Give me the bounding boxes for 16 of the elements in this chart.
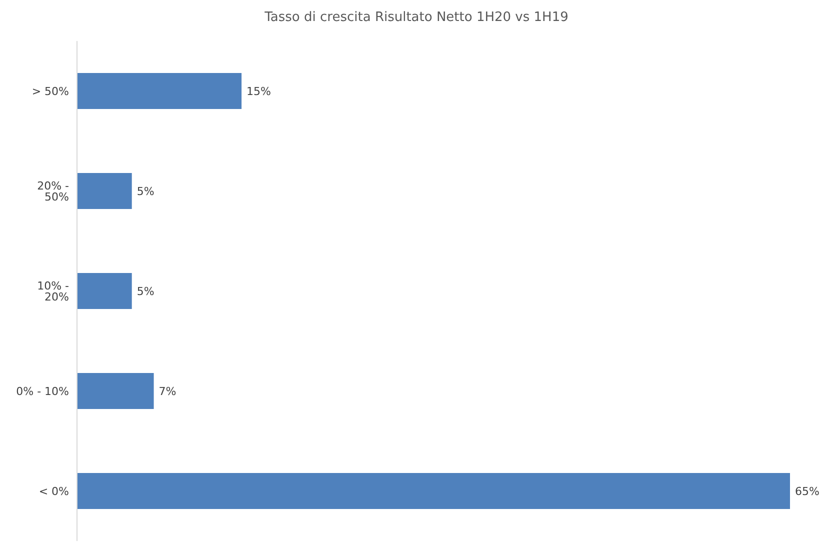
chart-title: Tasso di crescita Risultato Netto 1H20 vs 1H19 — [264, 9, 570, 27]
data-label: 15% — [246, 84, 271, 98]
bar — [77, 273, 132, 309]
y-tick-label: 20% - 50% — [37, 179, 70, 204]
y-tick-label: > 50% — [32, 84, 69, 98]
y-tick-label: 10% - 20% — [37, 279, 70, 304]
bar — [77, 373, 154, 409]
y-tick-label: 0% - 10% — [16, 384, 69, 398]
bar — [77, 173, 132, 209]
data-label: 65% — [795, 484, 820, 498]
bar — [77, 73, 242, 109]
data-label: 5% — [136, 284, 154, 298]
data-label: 7% — [158, 384, 176, 398]
bar — [77, 473, 790, 509]
y-tick-label: < 0% — [38, 484, 69, 498]
data-label: 5% — [136, 184, 154, 198]
